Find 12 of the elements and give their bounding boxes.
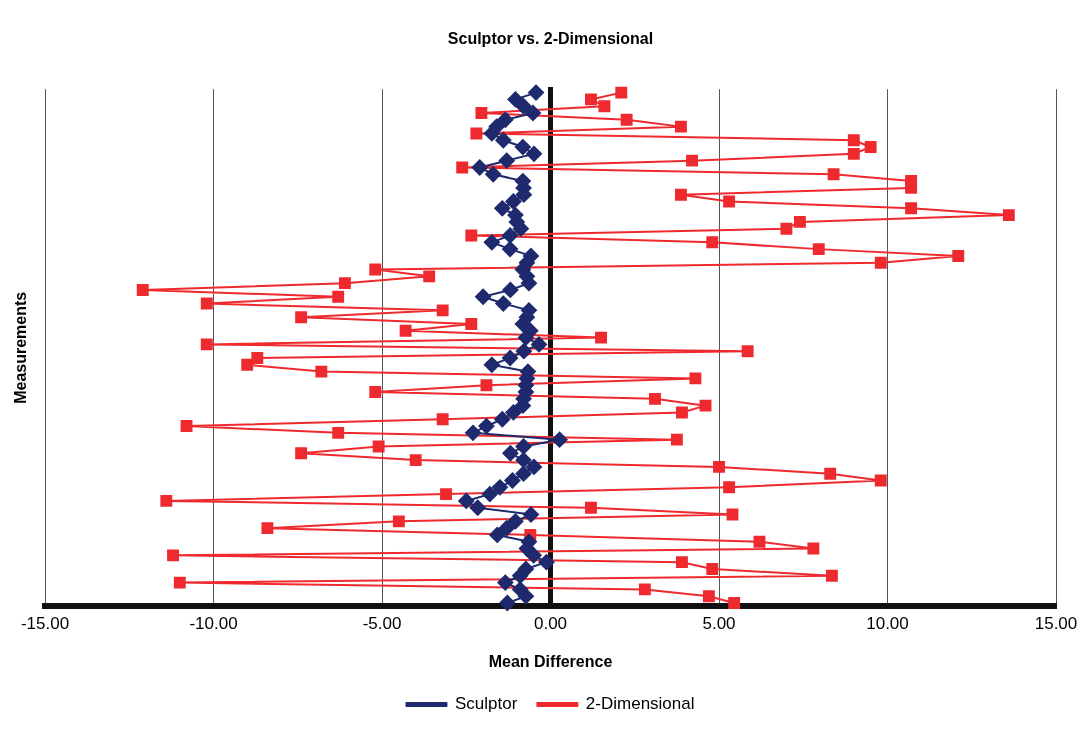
x-axis-title: Mean Difference — [488, 652, 613, 670]
legend-label: 2-Dimensional — [585, 694, 695, 714]
x-tick-label: -5.00 — [362, 614, 402, 634]
x-tick-label: 0.00 — [533, 614, 568, 634]
legend-label: Sculptor — [454, 694, 518, 714]
chart-title: Sculptor vs. 2-Dimensional — [447, 30, 654, 48]
x-tick-label: 10.00 — [866, 614, 909, 634]
y-axis-title: Measurements — [12, 291, 30, 404]
x-tick-label: 15.00 — [1034, 614, 1078, 634]
x-tick-label: -15.00 — [20, 614, 70, 634]
x-tick-label: 5.00 — [702, 614, 736, 634]
x-tick-label: -10.00 — [189, 614, 238, 634]
